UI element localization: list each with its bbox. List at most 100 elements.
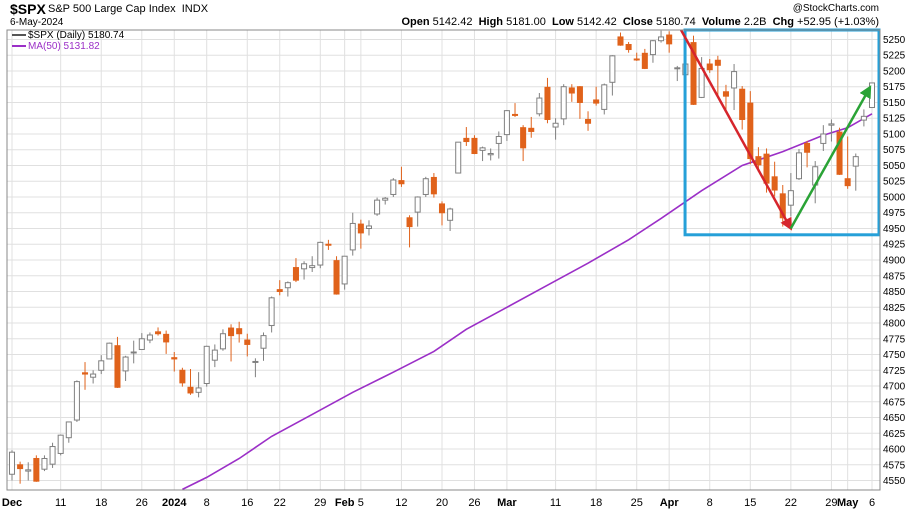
candle — [422, 176, 429, 197]
candle — [317, 241, 324, 269]
y-tick-label: 4850 — [883, 287, 906, 298]
candle — [536, 93, 543, 117]
y-tick-label: 5200 — [883, 66, 906, 77]
candle — [601, 83, 608, 115]
candle — [714, 55, 721, 97]
candle-body — [57, 434, 64, 454]
candle-body — [146, 334, 153, 341]
candle-body — [463, 137, 470, 143]
open-label: Open — [401, 16, 430, 28]
candle — [487, 148, 494, 161]
legend-price-text: $SPX (Daily) 5180.74 — [28, 30, 125, 41]
x-tick-label: Feb — [335, 497, 355, 509]
candle — [471, 135, 478, 155]
candle — [633, 52, 640, 61]
x-tick-label: 2024 — [162, 497, 187, 509]
candle — [406, 215, 413, 248]
candle-body — [576, 86, 583, 103]
exchange-code: INDX — [181, 3, 209, 15]
chart-date: 6-May-2024 — [10, 17, 64, 28]
candle — [138, 333, 145, 350]
candle-body — [852, 156, 859, 167]
candle-body — [317, 241, 324, 266]
candle-body — [617, 36, 624, 46]
x-tick-label: 18 — [95, 497, 107, 509]
candle — [155, 327, 162, 336]
candle — [512, 103, 519, 117]
y-tick-label: 4900 — [883, 256, 906, 267]
legend-ma-swatch — [12, 45, 26, 48]
candle-body — [211, 349, 218, 361]
candle — [479, 146, 486, 162]
y-tick-label: 4550 — [883, 476, 906, 487]
candle-body — [512, 113, 519, 116]
candle — [868, 82, 876, 109]
candle-body — [795, 152, 802, 180]
candle — [146, 332, 153, 344]
x-tick-label: 18 — [590, 497, 602, 509]
candle — [236, 321, 243, 343]
candle-body — [390, 179, 397, 195]
y-tick-label: 4975 — [883, 208, 906, 219]
candle-body — [755, 156, 762, 166]
candle-body — [341, 255, 348, 285]
y-tick-label: 4625 — [883, 429, 906, 440]
y-tick-label: 4925 — [883, 240, 906, 251]
candle-body — [414, 196, 421, 213]
candle-body — [787, 190, 794, 206]
candle — [503, 110, 510, 141]
candle-body — [503, 110, 510, 136]
candle-body — [203, 345, 210, 385]
candle-body — [349, 222, 356, 251]
candle-body — [122, 356, 129, 372]
candle — [617, 32, 624, 46]
candle — [195, 372, 202, 398]
candle-body — [276, 289, 283, 293]
volume-value: 2.2B — [743, 16, 767, 28]
candle — [731, 64, 738, 111]
x-tick-label: 5 — [358, 497, 364, 509]
low-value: 5142.42 — [577, 16, 617, 28]
open-value: 5142.42 — [432, 16, 473, 28]
candle — [495, 131, 502, 159]
candle — [8, 450, 16, 481]
candle-body — [536, 97, 543, 115]
ma50-layer — [182, 113, 873, 491]
candle-body — [641, 52, 648, 69]
candle — [57, 434, 64, 456]
y-tick-label: 5225 — [883, 51, 906, 62]
candle-body — [674, 67, 681, 70]
y-tick-label: 5250 — [883, 35, 906, 46]
candle-body — [25, 469, 32, 472]
x-tick-label: 8 — [204, 497, 210, 509]
candle — [252, 358, 259, 378]
candle — [268, 296, 275, 333]
y-tick-label: 5125 — [883, 114, 906, 125]
candle — [447, 207, 454, 232]
candle-body — [430, 176, 437, 195]
y-tick-label: 5100 — [883, 129, 906, 140]
y-tick-label: 5050 — [883, 161, 906, 172]
candle-body — [33, 457, 40, 482]
candle — [844, 136, 851, 189]
candle — [357, 219, 364, 249]
close-value: 5180.74 — [655, 16, 696, 28]
candle-body — [268, 297, 275, 327]
candle-body — [41, 457, 48, 470]
candle — [171, 352, 178, 372]
candle — [25, 462, 32, 481]
candle-body — [292, 267, 299, 281]
candle — [187, 369, 194, 395]
candle — [284, 281, 291, 297]
candle — [787, 173, 794, 217]
candle-body — [804, 142, 811, 153]
candle — [739, 86, 746, 130]
candle-body — [187, 386, 194, 394]
close-label: Close — [622, 16, 653, 28]
candle-body — [666, 34, 673, 45]
y-tick-label: 5000 — [883, 192, 906, 203]
candle-body — [138, 338, 145, 350]
candle — [163, 330, 170, 354]
candle-body — [479, 147, 486, 151]
